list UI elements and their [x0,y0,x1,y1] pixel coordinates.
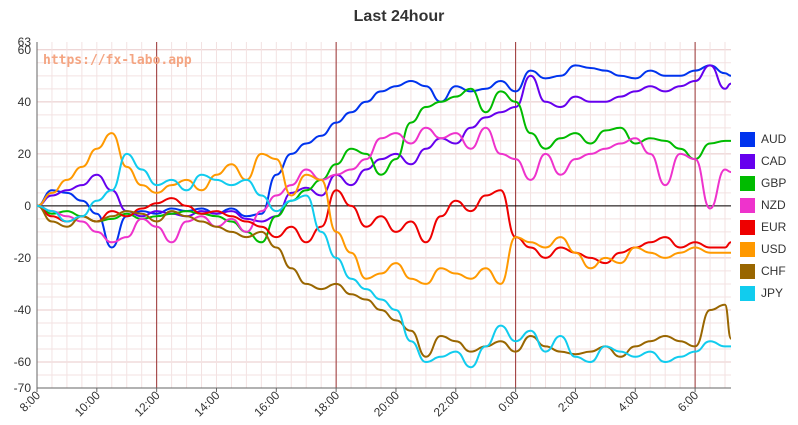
legend-label: EUR [761,220,787,234]
y-tick-label: 40 [18,95,32,109]
y-tick-label: -40 [14,303,32,317]
legend-item-nzd[interactable]: NZD [740,194,786,216]
legend-item-cad[interactable]: CAD [740,150,786,172]
legend-swatch [740,131,755,147]
series-line-eur [36,189,732,265]
legend-label: CAD [761,154,787,168]
y-tick-label: 60 [18,43,32,57]
legend-swatch [740,219,755,235]
series-line-jpy [36,152,731,369]
series-line-cad [36,64,732,223]
x-tick-label: 12:00 [132,388,163,419]
chart-title: Last 24hour [353,8,445,25]
x-tick-label: 10:00 [72,388,103,419]
legend-swatch [740,197,755,213]
y-tick-label: 20 [18,147,32,161]
x-tick-label: 20:00 [371,388,402,419]
y-tick-label: -20 [14,251,32,265]
x-tick-label: 4:00 [615,388,642,415]
series-line-gbp [36,87,731,244]
x-tick-label: 6:00 [675,388,702,415]
legend-label: GBP [761,176,787,190]
y-tick-label: -70 [14,381,32,395]
x-tick-label: 16:00 [251,388,282,419]
legend-item-chf[interactable]: CHF [740,260,786,282]
legend-label: USD [761,242,787,256]
series-lines [36,64,732,369]
legend-swatch [740,153,755,169]
legend-swatch [740,285,755,301]
legend-item-eur[interactable]: EUR [740,216,786,238]
legend-label: NZD [761,198,786,212]
legend-swatch [740,263,755,279]
legend-item-gbp[interactable]: GBP [740,172,786,194]
legend-item-aud[interactable]: AUD [740,128,786,150]
legend-item-jpy[interactable]: JPY [740,282,786,304]
legend: AUD CAD GBP NZD EUR USD CHF JPY [740,128,786,304]
series-line-nzd [36,126,732,244]
grid [36,42,731,389]
x-axis-ticks: 8:00 10:00 12:00 14:00 16:00 18:00 20:00 22:00 0… [17,388,702,419]
vertical-markers [156,42,696,388]
series-line-chf [36,204,732,358]
legend-label: JPY [761,286,784,300]
x-tick-label: 0:00 [495,388,522,415]
legend-swatch [740,241,755,257]
legend-item-usd[interactable]: USD [740,238,786,260]
x-tick-label: 18:00 [311,388,342,419]
legend-swatch [740,175,755,191]
legend-label: AUD [761,132,787,146]
series-line-aud [36,64,732,249]
watermark: https://fx-labo.app [43,53,192,68]
y-tick-label: 63 [18,35,32,49]
y-tick-label: 0 [24,199,31,213]
x-tick-label: 22:00 [431,388,462,419]
x-tick-label: 2:00 [555,388,582,415]
series-line-usd [36,132,731,285]
x-tick-label: 14:00 [191,388,222,419]
axes [36,42,731,389]
legend-label: CHF [761,264,786,278]
y-tick-label: -60 [14,355,32,369]
